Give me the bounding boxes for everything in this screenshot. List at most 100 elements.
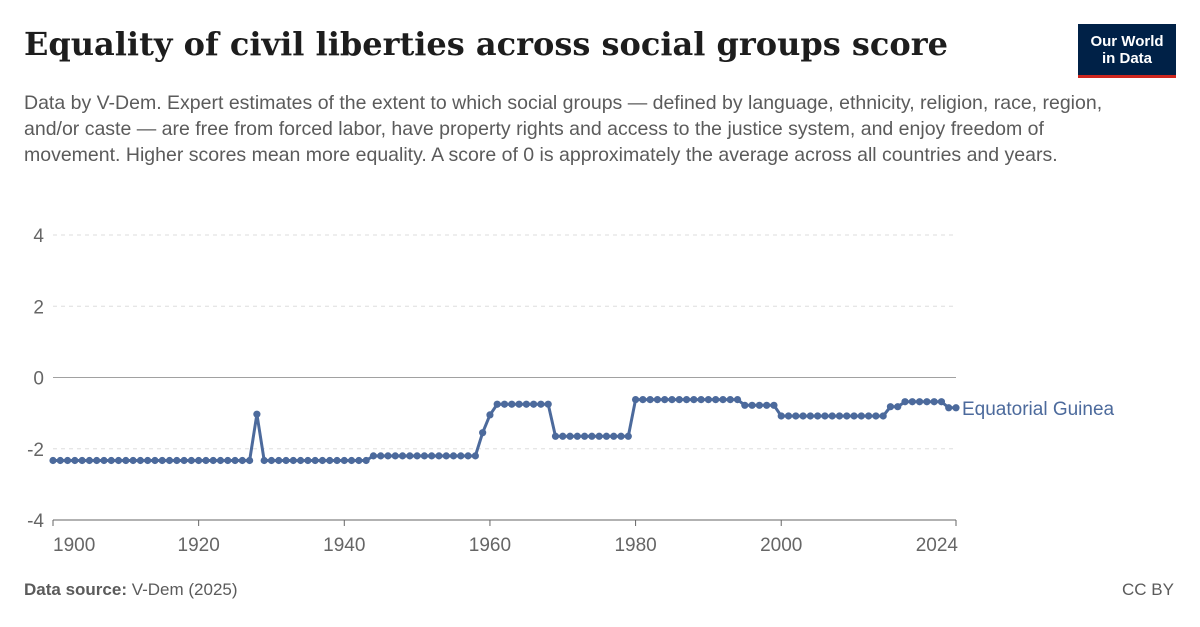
data-point[interactable] — [267, 456, 276, 465]
data-point[interactable] — [952, 404, 960, 412]
data-point[interactable] — [682, 395, 691, 404]
data-point[interactable] — [442, 452, 450, 460]
data-point[interactable] — [479, 429, 487, 437]
data-point[interactable] — [610, 432, 618, 440]
data-point[interactable] — [901, 398, 909, 406]
owid-logo[interactable]: Our World in Data — [1078, 24, 1176, 78]
data-point[interactable] — [289, 456, 297, 465]
data-point[interactable] — [704, 395, 713, 404]
data-point[interactable] — [770, 401, 778, 409]
data-point[interactable] — [675, 395, 683, 404]
data-point[interactable] — [449, 452, 458, 460]
data-point[interactable] — [814, 412, 822, 420]
data-point[interactable] — [56, 456, 64, 465]
data-point[interactable] — [835, 412, 844, 420]
data-point[interactable] — [122, 456, 130, 465]
data-point[interactable] — [500, 400, 509, 408]
data-point[interactable] — [173, 456, 181, 465]
data-point[interactable] — [63, 456, 72, 465]
data-point[interactable] — [100, 456, 108, 465]
data-point[interactable] — [879, 412, 887, 420]
data-point[interactable] — [362, 456, 370, 465]
data-point[interactable] — [544, 400, 552, 408]
data-point[interactable] — [886, 403, 895, 411]
data-point[interactable] — [78, 456, 86, 465]
data-point[interactable] — [260, 456, 268, 465]
data-point[interactable] — [551, 432, 560, 440]
data-point[interactable] — [202, 456, 210, 465]
data-point[interactable] — [850, 412, 858, 420]
data-point[interactable] — [792, 412, 800, 420]
data-point[interactable] — [333, 456, 341, 465]
data-point[interactable] — [144, 456, 152, 465]
data-point[interactable] — [377, 452, 385, 460]
data-point[interactable] — [384, 452, 392, 460]
data-point[interactable] — [624, 432, 632, 440]
data-point[interactable] — [114, 456, 123, 465]
data-point[interactable] — [690, 395, 698, 404]
data-point[interactable] — [537, 400, 545, 408]
series-line[interactable] — [53, 398, 956, 463]
data-point[interactable] — [806, 412, 814, 420]
data-point[interactable] — [857, 412, 865, 420]
data-point[interactable] — [945, 404, 953, 412]
data-point[interactable] — [530, 400, 538, 408]
data-point[interactable] — [595, 432, 603, 440]
data-point[interactable] — [799, 412, 807, 420]
data-point[interactable] — [216, 456, 225, 465]
data-point[interactable] — [340, 456, 348, 465]
data-point[interactable] — [748, 401, 756, 409]
data-point[interactable] — [493, 400, 501, 408]
data-point[interactable] — [49, 456, 57, 465]
data-point[interactable] — [908, 398, 916, 406]
data-source-value[interactable]: V-Dem (2025) — [131, 580, 238, 599]
data-point[interactable] — [763, 401, 771, 409]
data-point[interactable] — [275, 456, 283, 465]
data-point[interactable] — [195, 456, 203, 465]
data-point[interactable] — [406, 452, 414, 460]
data-point[interactable] — [369, 452, 378, 460]
data-point[interactable] — [653, 395, 662, 404]
data-point[interactable] — [420, 452, 428, 460]
data-point[interactable] — [246, 456, 254, 465]
data-point[interactable] — [238, 456, 246, 465]
data-point[interactable] — [631, 395, 640, 404]
data-point[interactable] — [661, 395, 669, 404]
data-point[interactable] — [697, 395, 705, 404]
data-point[interactable] — [151, 456, 159, 465]
data-point[interactable] — [224, 456, 232, 465]
data-point[interactable] — [559, 432, 567, 440]
data-point[interactable] — [719, 395, 727, 404]
data-point[interactable] — [209, 456, 217, 465]
data-point[interactable] — [915, 398, 924, 406]
data-point[interactable] — [71, 456, 79, 465]
data-point[interactable] — [894, 403, 902, 411]
data-point[interactable] — [588, 432, 596, 440]
data-point[interactable] — [617, 432, 625, 440]
data-point[interactable] — [457, 452, 465, 460]
data-point[interactable] — [304, 456, 312, 465]
data-point[interactable] — [784, 412, 793, 420]
data-point[interactable] — [231, 456, 239, 465]
data-point[interactable] — [93, 456, 101, 465]
data-point[interactable] — [297, 456, 305, 465]
data-point[interactable] — [282, 456, 290, 465]
data-point[interactable] — [107, 456, 115, 465]
data-point[interactable] — [930, 398, 938, 406]
data-point[interactable] — [486, 411, 494, 419]
data-point[interactable] — [464, 452, 472, 460]
data-point[interactable] — [566, 432, 574, 440]
data-point[interactable] — [668, 395, 676, 404]
data-point[interactable] — [398, 452, 407, 460]
data-point[interactable] — [755, 401, 763, 409]
data-point[interactable] — [158, 456, 166, 465]
data-point[interactable] — [413, 452, 421, 460]
data-point[interactable] — [639, 395, 647, 404]
data-point[interactable] — [326, 456, 334, 465]
data-point[interactable] — [522, 400, 530, 408]
data-point[interactable] — [602, 432, 611, 440]
license-label[interactable]: CC BY — [1122, 580, 1174, 599]
data-point[interactable] — [471, 452, 479, 460]
data-point[interactable] — [508, 400, 516, 408]
data-point[interactable] — [311, 456, 319, 465]
